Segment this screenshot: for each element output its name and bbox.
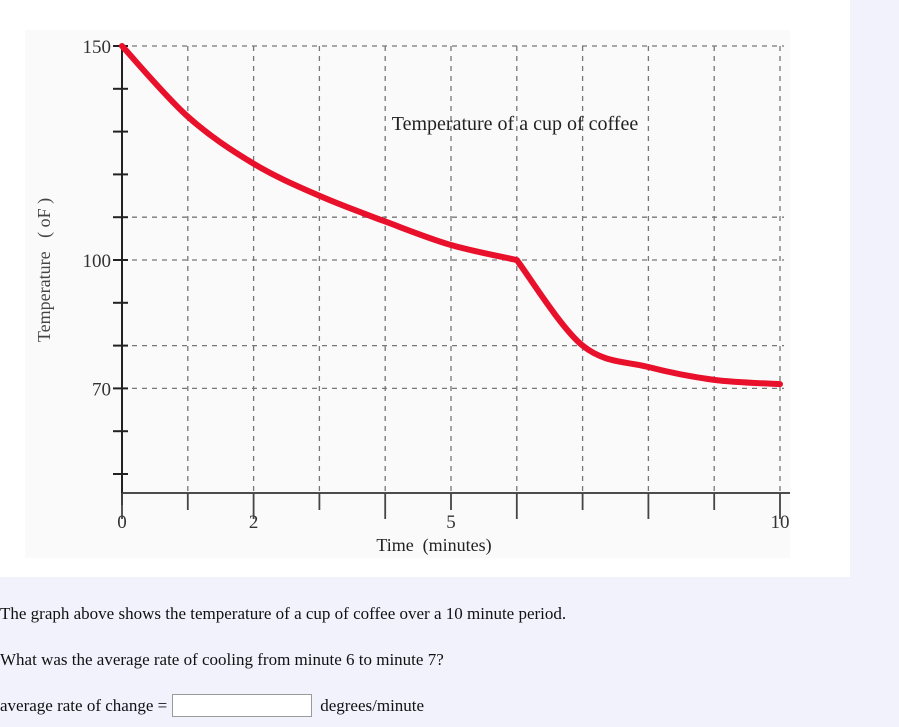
chart-grid: [122, 45, 784, 493]
tick-labels: 150 100 70 0 2 5 10: [83, 37, 790, 533]
answer-label: average rate of change =: [0, 695, 168, 715]
y-axis-label: Temperature ( oF ): [34, 198, 55, 342]
question-description: The graph above shows the temperature of…: [0, 604, 567, 623]
x-axis-label: Time (minutes): [376, 535, 491, 556]
chart-title: Temperature of a cup of coffee: [392, 113, 639, 135]
figure-frame: 150 100 70 0 2 5 10 Temperature of a cup of co…: [0, 0, 850, 577]
rate-of-change-input[interactable]: [172, 694, 313, 717]
question-prompt: What was the average rate of cooling fro…: [0, 650, 444, 669]
x-tick-label: 5: [446, 512, 456, 533]
answer-units: degrees/minute: [320, 695, 425, 715]
y-tick-label: 70: [92, 379, 111, 400]
y-tick-label: 100: [83, 251, 112, 272]
x-tick-label: 0: [117, 512, 127, 533]
answer-row: average rate of change = degrees/minute: [0, 694, 424, 717]
chart-axes: [113, 45, 790, 519]
x-tick-label: 2: [249, 512, 259, 533]
chart-image: [25, 30, 790, 558]
y-tick-label: 150: [83, 37, 112, 58]
temperature-chart: 150 100 70 0 2 5 10 Temperature of a cup of co…: [34, 37, 790, 556]
temperature-curve: [119, 43, 783, 388]
x-tick-label: 10: [771, 512, 790, 533]
